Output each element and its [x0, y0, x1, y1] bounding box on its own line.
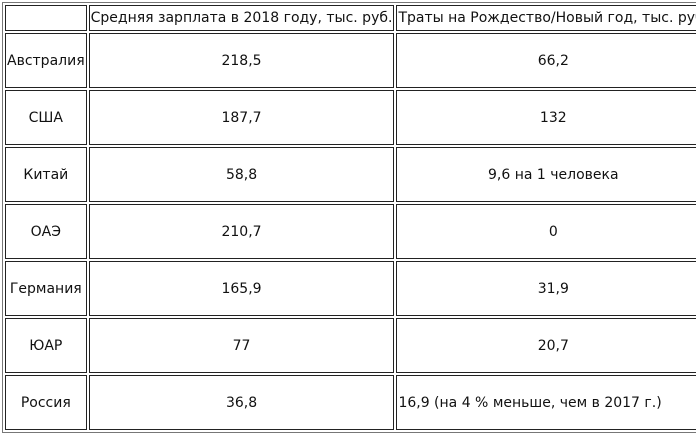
salary-cell: 58,8: [88, 147, 395, 202]
header-cell-empty: [5, 5, 87, 31]
header-row: Средняя зарплата в 2018 году, тыс. руб. …: [5, 5, 696, 31]
spending-cell: 31,9: [396, 261, 696, 316]
spending-cell: 0: [396, 204, 696, 259]
table-row: Россия 36,8 16,9 (на 4 % меньше, чем в 201…: [5, 375, 696, 430]
salary-cell: 218,5: [88, 33, 395, 88]
salary-cell: 165,9: [88, 261, 395, 316]
table-row: Китай 58,8 9,6 на 1 человека: [5, 147, 696, 202]
country-cell: Китай: [5, 147, 87, 202]
spending-cell: 20,7: [396, 318, 696, 373]
salary-cell: 36,8: [88, 375, 395, 430]
header-cell: Траты на Рождество/Новый год, тыс. руб.: [396, 5, 696, 31]
salary-cell: 187,7: [88, 90, 395, 145]
salary-cell: 210,7: [88, 204, 395, 259]
country-cell: Германия: [5, 261, 87, 316]
table-row: ОАЭ 210,7 0: [5, 204, 696, 259]
spending-cell: 9,6 на 1 человека: [396, 147, 696, 202]
spending-cell: 66,2: [396, 33, 696, 88]
spending-cell: 132: [396, 90, 696, 145]
country-cell: США: [5, 90, 87, 145]
table-row: Австралия 218,5 66,2: [5, 33, 696, 88]
header-cell: Средняя зарплата в 2018 году, тыс. руб.: [88, 5, 395, 31]
country-cell: ЮАР: [5, 318, 87, 373]
country-cell: ОАЭ: [5, 204, 87, 259]
table-row: Германия 165,9 31,9: [5, 261, 696, 316]
spending-cell: 16,9 (на 4 % меньше, чем в 2017 г.): [396, 375, 696, 430]
table-row: США 187,7 132: [5, 90, 696, 145]
country-cell: Австралия: [5, 33, 87, 88]
country-cell: Россия: [5, 375, 87, 430]
salary-cell: 77: [88, 318, 395, 373]
table-row: ЮАР 77 20,7: [5, 318, 696, 373]
